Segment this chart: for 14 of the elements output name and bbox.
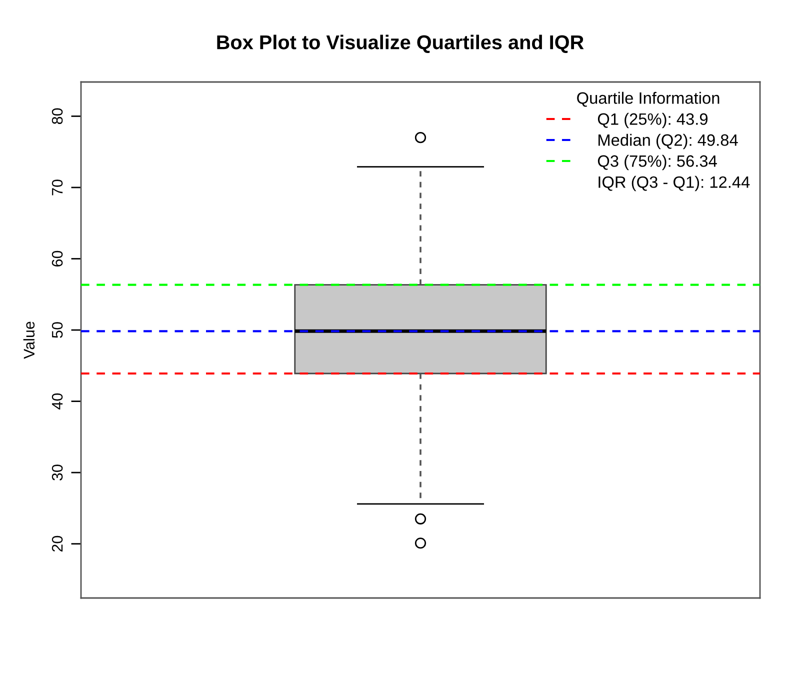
legend-label: Q1 (25%): 43.9 bbox=[598, 112, 708, 128]
y-tick-label: 70 bbox=[52, 180, 63, 196]
y-tick-label: 50 bbox=[52, 322, 63, 338]
y-tick-label: 20 bbox=[52, 536, 63, 552]
legend-label: Q3 (75%): 56.34 bbox=[598, 154, 717, 170]
legend-title: Quartile Information bbox=[577, 92, 720, 107]
y-tick-label: 30 bbox=[52, 464, 63, 480]
y-tick-label: 80 bbox=[52, 108, 63, 124]
chart-title: Box Plot to Visualize Quartiles and IQR bbox=[217, 34, 584, 54]
y-tick-label: 60 bbox=[52, 250, 63, 266]
y-axis-title: Value bbox=[23, 322, 35, 359]
annotation: IQR (Q3 - Q1): 12.44 bbox=[598, 176, 750, 192]
y-tick-label: 40 bbox=[52, 393, 63, 410]
legend-label: Median (Q2): 49.84 bbox=[598, 134, 738, 150]
